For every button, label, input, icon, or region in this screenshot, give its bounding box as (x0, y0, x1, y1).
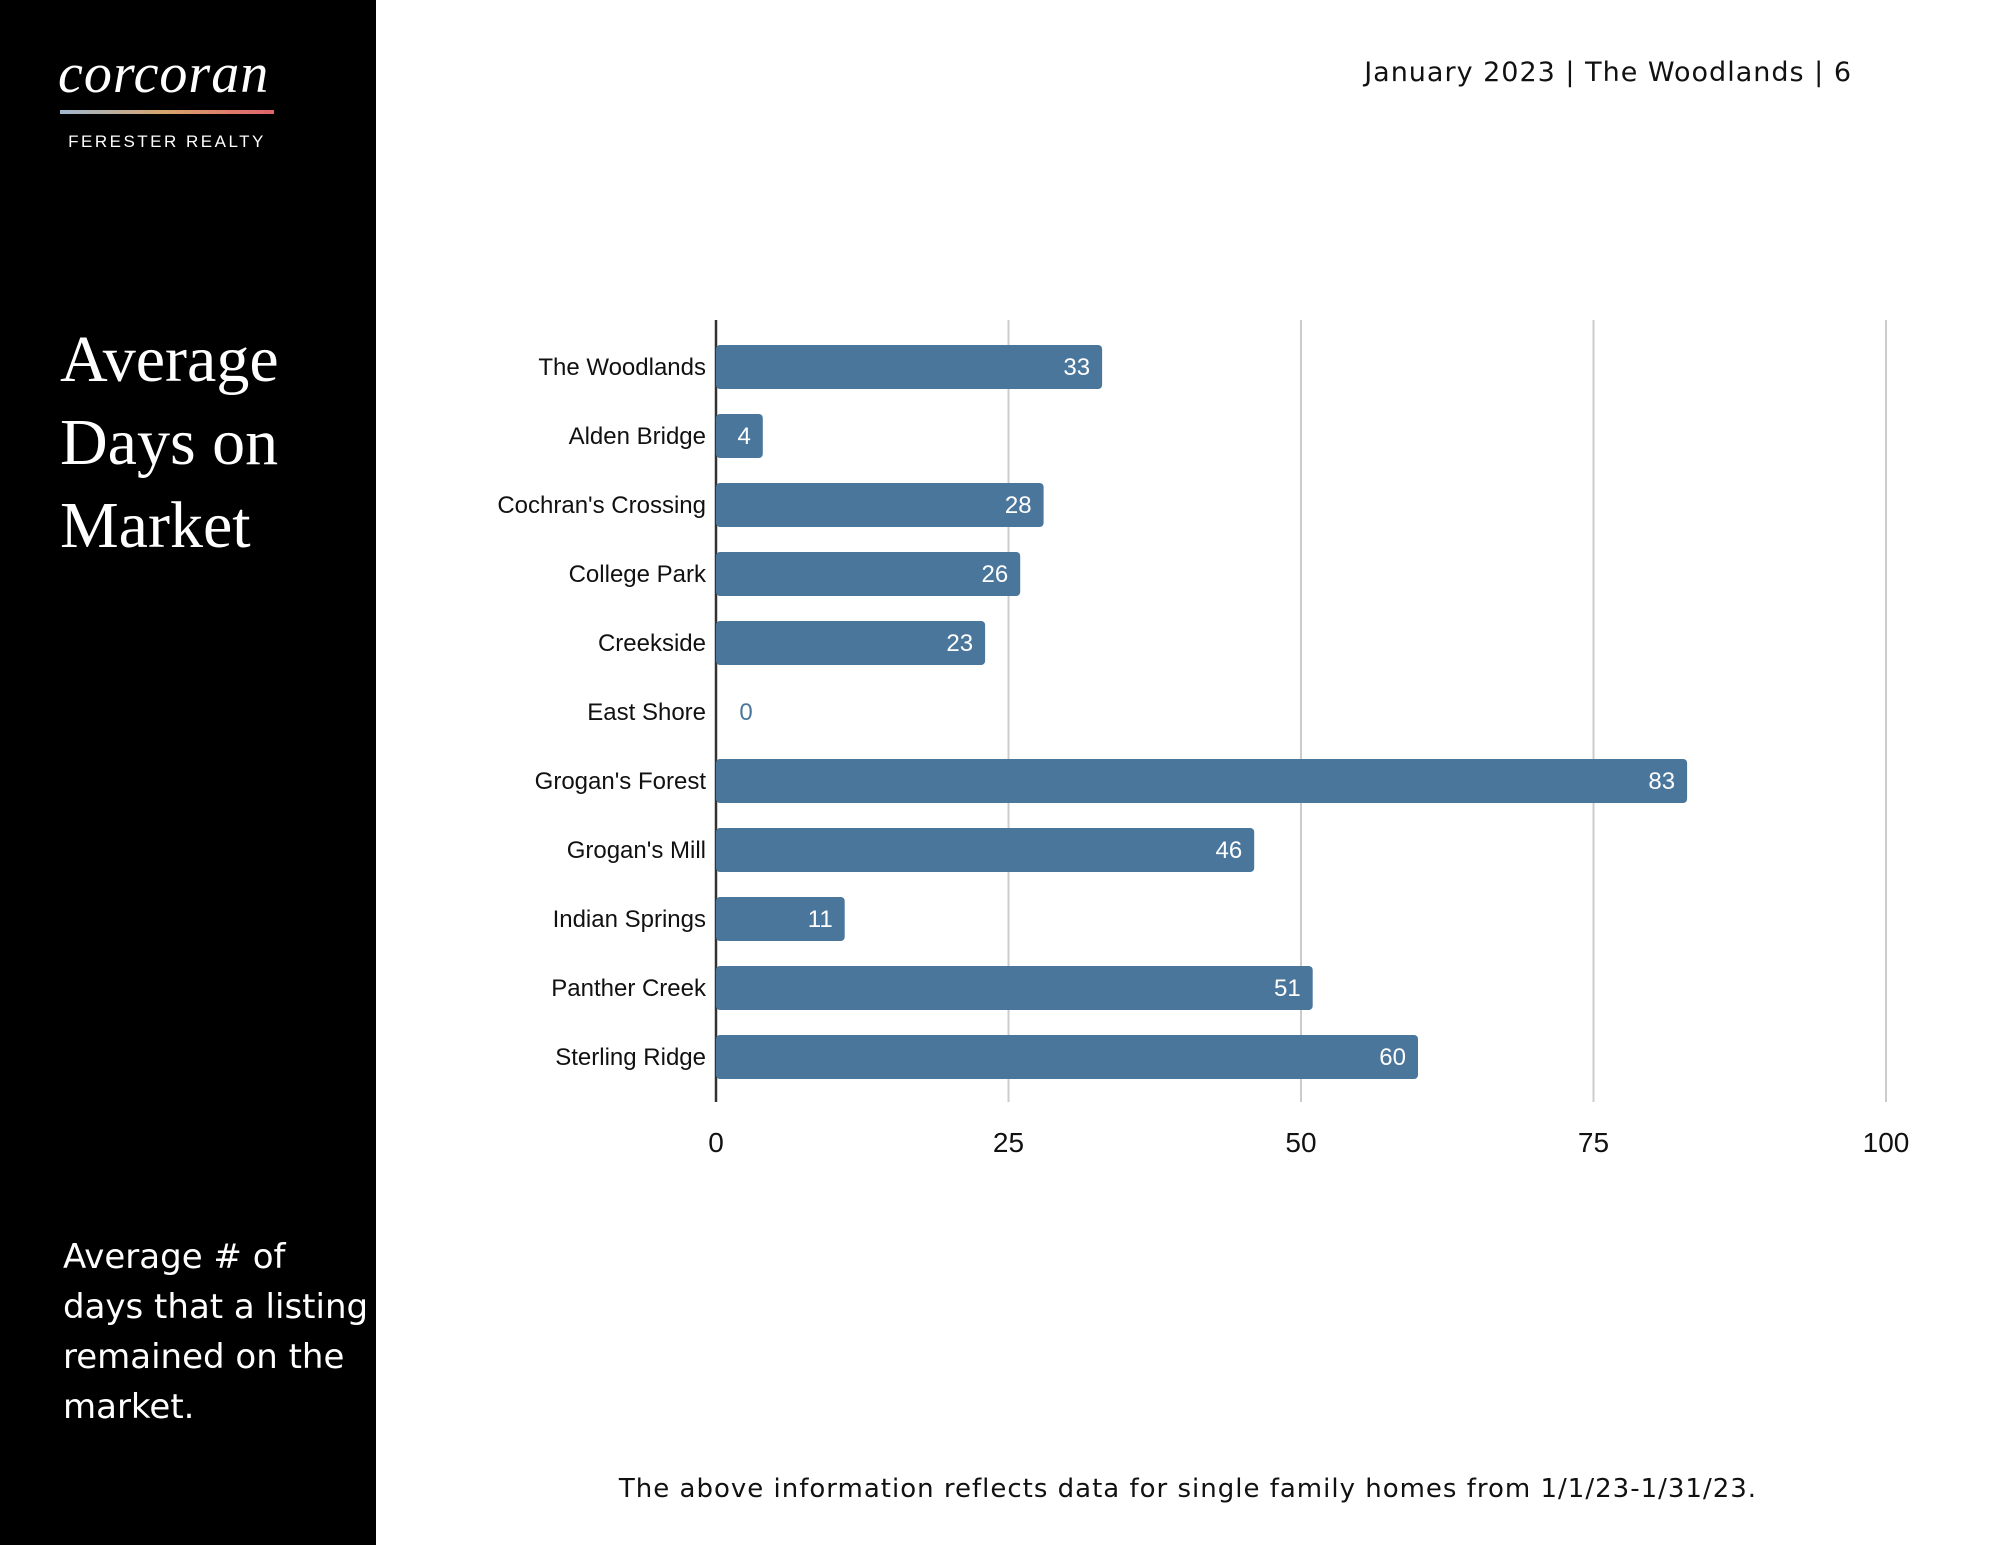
bar (716, 828, 1255, 872)
category-label: College Park (569, 561, 707, 588)
bar (716, 897, 845, 941)
category-label: Creekside (598, 630, 706, 657)
bar (716, 1035, 1418, 1079)
bar-chart: 0 25 50 75 100 The Woodlands 33 Alden Bridge 4 Co… (497, 320, 1910, 1158)
page-title-line-3: Market (60, 489, 251, 562)
data-label: 51 (1274, 975, 1301, 1002)
data-label: 4 (737, 423, 750, 450)
data-label: 28 (1005, 492, 1032, 519)
page-title: Average Days on Market (60, 318, 360, 567)
data-label: 83 (1648, 768, 1675, 795)
category-label: Cochran's Crossing (497, 492, 706, 519)
page-title-line-1: Average (60, 323, 279, 396)
page-header: January 2023 | The Woodlands | 6 (1364, 57, 1852, 88)
page-footer: The above information reflects data for … (618, 1474, 1758, 1504)
bar (716, 966, 1313, 1010)
bar (716, 345, 1103, 389)
brand-subtitle: FERESTER REALTY (68, 132, 266, 151)
category-label: Panther Creek (551, 975, 707, 1002)
brand-logo-underline (60, 110, 274, 114)
category-label: Indian Springs (553, 906, 706, 933)
x-tick-label: 50 (1285, 1127, 1316, 1158)
brand-logo: corcoran (58, 43, 270, 105)
category-label: Alden Bridge (569, 423, 706, 450)
bar (716, 552, 1021, 596)
x-tick-label: 100 (1863, 1127, 1910, 1158)
data-label: 23 (946, 630, 973, 657)
category-label: Grogan's Mill (567, 837, 706, 864)
category-label: Sterling Ridge (555, 1044, 706, 1071)
page-title-line-2: Days on (60, 406, 279, 479)
bar (716, 414, 763, 458)
data-label: 46 (1215, 837, 1242, 864)
page-description: Average # of days that a listing remaine… (63, 1237, 369, 1427)
bar (716, 759, 1688, 803)
data-label: 0 (739, 699, 752, 726)
data-label: 33 (1063, 354, 1090, 381)
bar (716, 483, 1044, 527)
x-tick-label: 75 (1578, 1127, 1609, 1158)
bar (716, 621, 986, 665)
data-label: 60 (1379, 1044, 1406, 1071)
category-label: The Woodlands (538, 354, 706, 381)
category-label: East Shore (587, 699, 706, 726)
data-label: 26 (981, 561, 1008, 588)
x-tick-label: 25 (993, 1127, 1024, 1158)
category-label: Grogan's Forest (535, 768, 707, 795)
sidebar: corcoran FERESTER REALTY Average Days on… (0, 0, 376, 1545)
x-tick-label: 0 (708, 1127, 724, 1158)
data-label: 11 (808, 906, 833, 933)
